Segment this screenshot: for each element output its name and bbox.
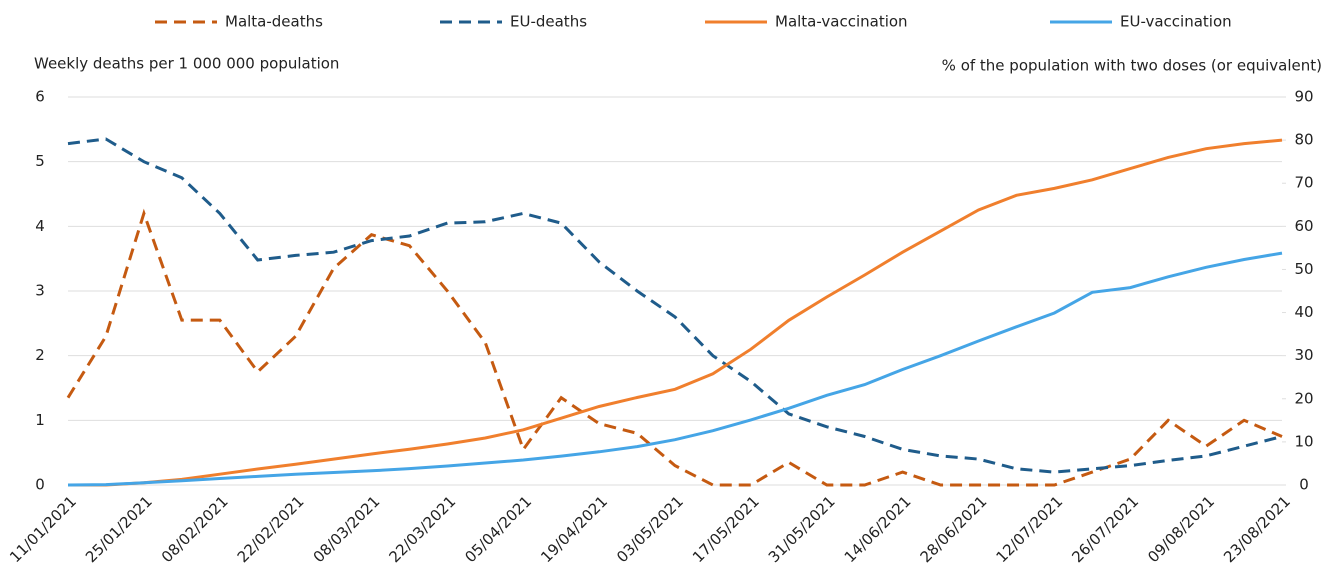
y-tick-label: 4 xyxy=(35,217,45,235)
series-line xyxy=(66,208,1283,487)
y2-tick-label: 20 xyxy=(1294,389,1313,407)
y-tick-label: 3 xyxy=(35,282,45,300)
x-tick-label: 23/08/2021 xyxy=(1220,492,1294,566)
y-axis-label: Weekly deaths per 1 000 000 population xyxy=(34,55,339,73)
y2-tick-label: 40 xyxy=(1294,303,1313,321)
y2-axis-label: % of the population with two doses (or e… xyxy=(942,57,1322,75)
y-tick-label: 5 xyxy=(35,152,45,170)
legend-label: EU-vaccination xyxy=(1120,13,1232,31)
y2-tick-label: 60 xyxy=(1294,217,1313,235)
series-line xyxy=(67,251,1283,487)
y-tick-label: 6 xyxy=(35,88,45,106)
x-tick-label: 19/04/2021 xyxy=(537,492,611,566)
y-tick-label: 2 xyxy=(35,346,45,364)
y2-tick-label: 70 xyxy=(1294,174,1313,192)
x-tick-label: 22/03/2021 xyxy=(386,492,460,566)
x-tick-label: 17/05/2021 xyxy=(689,492,763,566)
x-tick-label: 03/05/2021 xyxy=(613,492,687,566)
legend-label: Malta-deaths xyxy=(225,13,323,31)
x-tick-label: 26/07/2021 xyxy=(1068,492,1142,566)
x-tick-label: 25/01/2021 xyxy=(82,492,156,566)
y2-tick-label: 0 xyxy=(1299,476,1309,494)
y-tick-label: 1 xyxy=(35,411,45,429)
x-tick-label: 05/04/2021 xyxy=(461,492,535,566)
y2-tick-label: 30 xyxy=(1294,346,1313,364)
x-tick-label: 14/06/2021 xyxy=(841,492,915,566)
x-tick-label: 12/07/2021 xyxy=(993,492,1067,566)
y2-tick-label: 90 xyxy=(1294,88,1313,106)
x-tick-label: 09/08/2021 xyxy=(1144,492,1218,566)
y2-tick-label: 80 xyxy=(1294,131,1313,149)
legend-label: Malta-vaccination xyxy=(775,13,908,31)
legend-label: EU-deaths xyxy=(510,13,587,31)
x-tick-label: 28/06/2021 xyxy=(917,492,991,566)
series-line xyxy=(67,137,1283,474)
y-tick-label: 0 xyxy=(35,476,45,494)
x-tick-label: 11/01/2021 xyxy=(6,492,80,566)
y2-tick-label: 50 xyxy=(1294,260,1313,278)
series-line xyxy=(68,138,1283,487)
x-tick-label: 08/02/2021 xyxy=(158,492,232,566)
x-tick-label: 08/03/2021 xyxy=(310,492,384,566)
y2-tick-label: 10 xyxy=(1294,432,1313,450)
x-tick-label: 22/02/2021 xyxy=(234,492,308,566)
x-tick-label: 31/05/2021 xyxy=(765,492,839,566)
